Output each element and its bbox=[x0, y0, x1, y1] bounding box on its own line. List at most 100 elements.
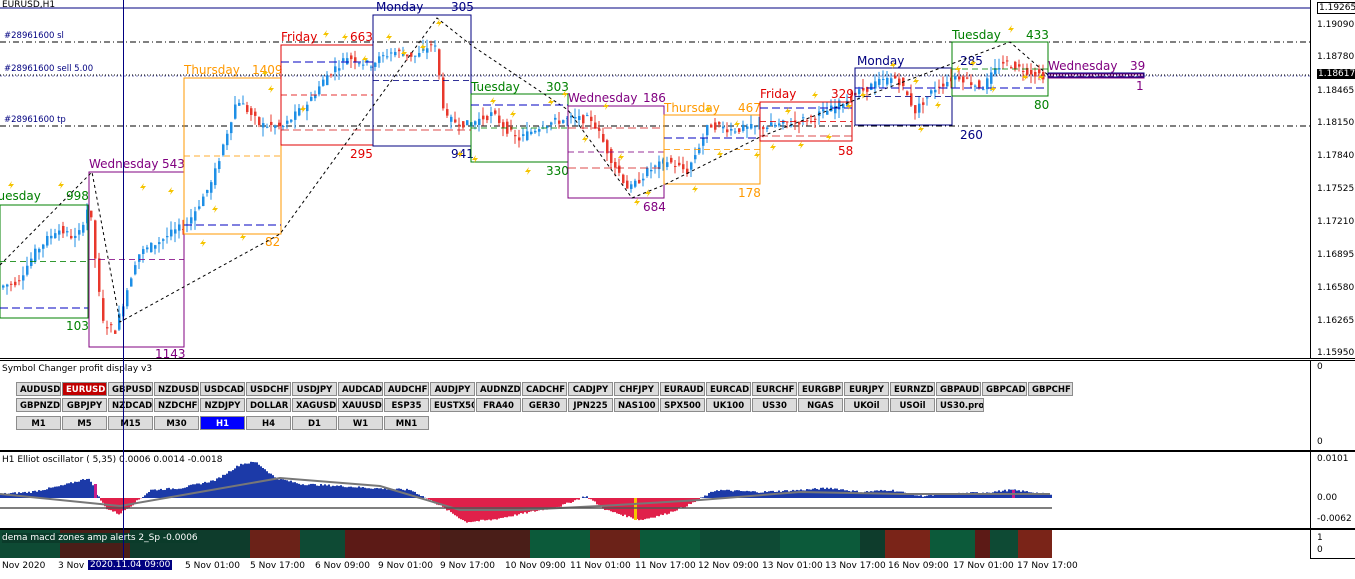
time-tick: 13 Nov 01:00 bbox=[762, 561, 823, 571]
axis-tick: 0.00 bbox=[1317, 493, 1338, 503]
symbol-button-eurcad[interactable]: EURCAD bbox=[706, 382, 751, 396]
symbol-button-ger30[interactable]: GER30 bbox=[522, 398, 567, 412]
symbol-button-ngas[interactable]: NGAS bbox=[798, 398, 843, 412]
price-tick: 1.19265 bbox=[1317, 2, 1355, 14]
timeframe-button-m30[interactable]: M30 bbox=[154, 416, 199, 430]
elliot-title: H1 Elliot oscillator ( 5,35) 0.0006 0.00… bbox=[2, 455, 223, 465]
time-tick: 9 Nov 17:00 bbox=[440, 561, 495, 571]
symbol-button-nas100[interactable]: NAS100 bbox=[614, 398, 659, 412]
elliot-oscillator-pane[interactable]: H1 Elliot oscillator ( 5,35) 0.0006 0.00… bbox=[0, 451, 1355, 529]
price-tick: 1.16580 bbox=[1317, 283, 1355, 293]
timeframe-button-h4[interactable]: H4 bbox=[246, 416, 291, 430]
symbol-changer-title: Symbol Changer profit display v3 bbox=[2, 364, 153, 374]
crosshair-time-label: 2020.11.04 09:00 bbox=[88, 560, 173, 570]
symbol-button-us30pro[interactable]: US30.pro bbox=[936, 398, 984, 412]
symbol-button-xagusd[interactable]: XAGUSD bbox=[292, 398, 337, 412]
day-box-label: Tuesday bbox=[470, 80, 520, 94]
time-tick: 17 Nov 01:00 bbox=[953, 561, 1014, 571]
symbol-button-xauusd[interactable]: XAUUSD bbox=[338, 398, 383, 412]
symbol-button-audnzd[interactable]: AUDNZD bbox=[476, 382, 521, 396]
fractal-arrows bbox=[8, 19, 1044, 247]
symbol-button-usdcad[interactable]: USDCAD bbox=[200, 382, 245, 396]
symbol-button-nzdchf[interactable]: NZDCHF bbox=[154, 398, 199, 412]
symbol-button-cadjpy[interactable]: CADJPY bbox=[568, 382, 613, 396]
symbol-button-ukoil[interactable]: UKOil bbox=[844, 398, 889, 412]
time-tick: 3 Nov bbox=[58, 561, 85, 571]
symbol-button-nzdjpy[interactable]: NZDJPY bbox=[200, 398, 245, 412]
timeframe-button-w1[interactable]: W1 bbox=[338, 416, 383, 430]
day-box-tuesday: Tuesday 303 330 bbox=[470, 80, 569, 178]
price-chart[interactable]: Tuesday 998 103 Wednesday 543 1143 Thursday 140… bbox=[0, 0, 1310, 358]
symbol-button-eustx50[interactable]: EUSTX50 bbox=[430, 398, 475, 412]
symbol-button-usoil[interactable]: USOil bbox=[890, 398, 935, 412]
symbol-button-gbpnzd[interactable]: GBPNZD bbox=[16, 398, 61, 412]
symbol-button-nzdcad[interactable]: NZDCAD bbox=[108, 398, 153, 412]
dema-pane[interactable]: dema macd zones amp alerts 2_Sp -0.0006 … bbox=[0, 529, 1355, 559]
symbol-button-uk100[interactable]: UK100 bbox=[706, 398, 751, 412]
symbol-button-eurnzd[interactable]: EURNZD bbox=[890, 382, 935, 396]
day-box-label: Wednesday bbox=[1048, 59, 1117, 73]
symbol-button-jpn225[interactable]: JPN225 bbox=[568, 398, 613, 412]
price-tick: 1.17840 bbox=[1317, 151, 1355, 161]
symbol-button-eurgbp[interactable]: EURGBP bbox=[798, 382, 843, 396]
day-box-top-value: 998 bbox=[66, 189, 89, 203]
symbol-button-usdchf[interactable]: USDCHF bbox=[246, 382, 291, 396]
symbol-button-gbpusd[interactable]: GBPUSD bbox=[108, 382, 153, 396]
symbol-title: EURUSD,H1 bbox=[2, 0, 56, 10]
day-box-label: Wednesday bbox=[568, 91, 637, 105]
symbol-button-spx500[interactable]: SPX500 bbox=[660, 398, 705, 412]
symbol-button-eurchf[interactable]: EURCHF bbox=[752, 382, 797, 396]
time-tick: Nov 2020 bbox=[2, 561, 46, 571]
timeframe-button-m1[interactable]: M1 bbox=[16, 416, 61, 430]
symbol-button-us30[interactable]: US30 bbox=[752, 398, 797, 412]
price-chart-pane[interactable]: Tuesday 998 103 Wednesday 543 1143 Thursday 140… bbox=[0, 0, 1355, 359]
price-tick: 1.17210 bbox=[1317, 217, 1355, 227]
timeframe-button-mn1[interactable]: MN1 bbox=[384, 416, 429, 430]
timeframe-button-m15[interactable]: M15 bbox=[108, 416, 153, 430]
timeframe-button-h1[interactable]: H1 bbox=[200, 416, 245, 430]
day-box-top-value: 305 bbox=[451, 0, 474, 14]
time-tick: 5 Nov 01:00 bbox=[185, 561, 240, 571]
day-box-thursday: Thursday 467 178 bbox=[663, 101, 761, 200]
symbol-button-usdjpy[interactable]: USDJPY bbox=[292, 382, 337, 396]
symbol-button-audjpy[interactable]: AUDJPY bbox=[430, 382, 475, 396]
symbol-button-fra40[interactable]: FRA40 bbox=[476, 398, 521, 412]
day-box-wednesday: Wednesday 186 684 bbox=[567, 91, 666, 214]
symbol-button-gbpaud[interactable]: GBPAUD bbox=[936, 382, 981, 396]
dema-axis: 1 0 bbox=[1310, 530, 1355, 558]
symbol-button-gbpjpy[interactable]: GBPJPY bbox=[62, 398, 107, 412]
time-tick: 16 Nov 09:00 bbox=[888, 561, 949, 571]
symbol-button-dollar[interactable]: DOLLAR bbox=[246, 398, 291, 412]
candlesticks bbox=[2, 39, 1045, 335]
symbol-button-cadchf[interactable]: CADCHF bbox=[522, 382, 567, 396]
time-tick: 11 Nov 01:00 bbox=[570, 561, 631, 571]
symbol-button-eurusd[interactable]: EURUSD bbox=[62, 382, 107, 396]
symbol-button-audusd[interactable]: AUDUSD bbox=[16, 382, 61, 396]
symbol-button-euraud[interactable]: EURAUD bbox=[660, 382, 705, 396]
day-box-bottom-value: 684 bbox=[643, 200, 666, 214]
axis-tick: 0 bbox=[1317, 545, 1323, 555]
day-box-top-value: 303 bbox=[546, 80, 569, 94]
price-tick: 1.16895 bbox=[1317, 250, 1355, 260]
time-axis[interactable]: Nov 2020 3 Nov 2020.11.04 09:00 5 Nov 01:00… bbox=[0, 558, 1310, 579]
symbol-button-chfjpy[interactable]: CHFJPY bbox=[614, 382, 659, 396]
order-tp-label: #28961600 tp bbox=[4, 115, 66, 125]
price-axis[interactable]: 1.19265 1.19090 1.18780 1.18617 1.18465 … bbox=[1310, 0, 1355, 358]
symbol-button-nzdusd[interactable]: NZDUSD bbox=[154, 382, 199, 396]
time-tick: 12 Nov 09:00 bbox=[698, 561, 759, 571]
timeframe-button-m5[interactable]: M5 bbox=[62, 416, 107, 430]
symbol-button-eurjpy[interactable]: EURJPY bbox=[844, 382, 889, 396]
day-box-friday: Friday 329 58 bbox=[759, 87, 854, 158]
day-box-tuesday: Tuesday 433 80 bbox=[951, 28, 1049, 112]
symbol-button-gbpchf[interactable]: GBPCHF bbox=[1028, 382, 1073, 396]
symbol-button-gbpcad[interactable]: GBPCAD bbox=[982, 382, 1027, 396]
current-price-tag: 1.18617 bbox=[1317, 69, 1355, 79]
timeframe-button-d1[interactable]: D1 bbox=[292, 416, 337, 430]
symbol-button-esp35[interactable]: ESP35 bbox=[384, 398, 429, 412]
timeframe-buttons-row: M1 M5 M15 M30 H1 H4 D1 W1 MN1 bbox=[16, 416, 429, 430]
day-box-bottom-value: 178 bbox=[738, 186, 761, 200]
symbol-button-audchf[interactable]: AUDCHF bbox=[384, 382, 429, 396]
symbol-button-audcad[interactable]: AUDCAD bbox=[338, 382, 383, 396]
day-box-top-value: 467 bbox=[738, 101, 761, 115]
day-box-bottom-value: 1 bbox=[1136, 79, 1144, 93]
